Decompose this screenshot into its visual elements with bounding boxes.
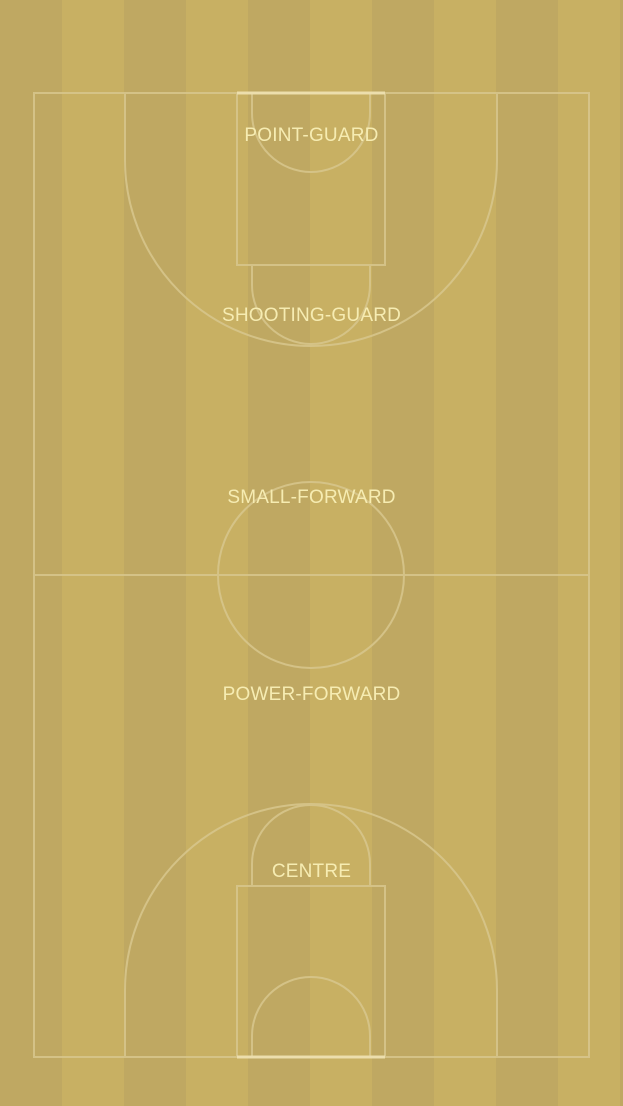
floor-stripe	[496, 0, 558, 1106]
position-label-power-forward[interactable]: POWER-FORWARD	[222, 684, 401, 705]
floor-stripe	[372, 0, 434, 1106]
bottom-free-throw-arc	[251, 804, 371, 886]
floor-stripe	[620, 0, 623, 1106]
position-label-shooting-guard[interactable]: SHOOTING-GUARD	[221, 305, 402, 326]
floor-stripe	[186, 0, 248, 1106]
center-circle	[217, 481, 405, 669]
position-label-point-guard[interactable]: POINT-GUARD	[244, 125, 379, 146]
position-label-centre[interactable]: CENTRE	[271, 861, 352, 882]
floor-stripe	[248, 0, 310, 1106]
top-free-throw-arc	[251, 265, 371, 345]
top-three-point-arc	[124, 93, 498, 347]
position-label-small-forward[interactable]: SMALL-FORWARD	[227, 487, 396, 508]
floor-stripe	[62, 0, 124, 1106]
floor-stripe	[0, 0, 62, 1106]
top-restricted-arc	[251, 93, 371, 173]
floor-stripe	[124, 0, 186, 1106]
floor-stripe	[310, 0, 372, 1106]
bottom-restricted-arc	[251, 976, 371, 1057]
floor-stripe	[434, 0, 496, 1106]
